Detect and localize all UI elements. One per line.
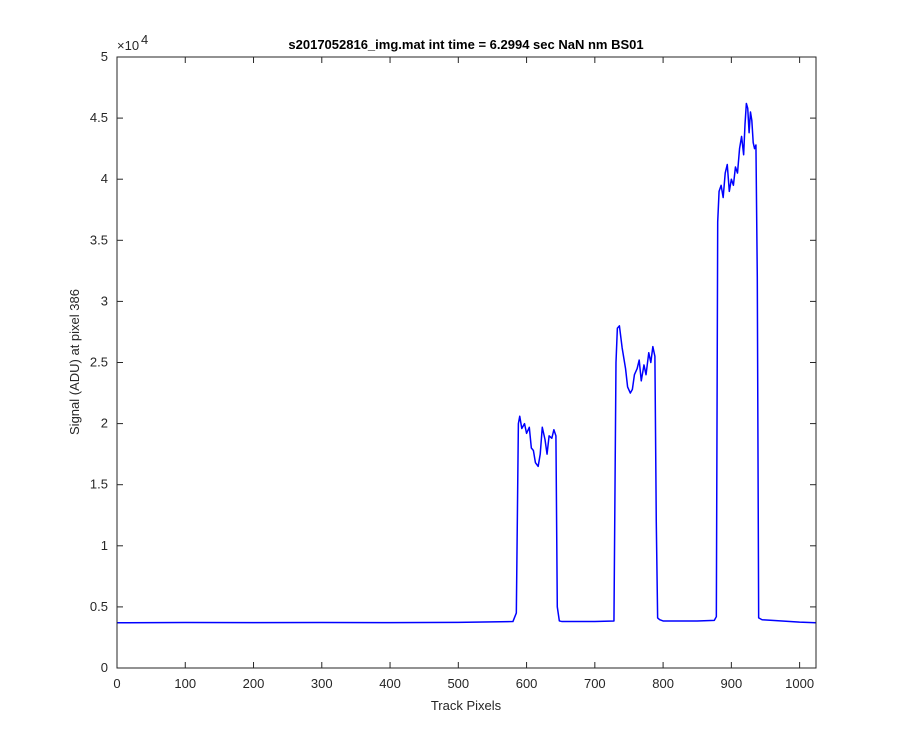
y-tick-label: 2.5 [90, 355, 108, 370]
series-line [116, 102, 817, 624]
y-tick-label: 3 [101, 293, 108, 308]
y-tick-label: 2 [101, 416, 108, 431]
chart-title: s2017052816_img.mat int time = 6.2994 se… [288, 37, 643, 52]
x-tick-label: 500 [447, 676, 469, 691]
y-tick-label: 5 [101, 49, 108, 64]
x-axis-label: Track Pixels [431, 698, 502, 713]
x-tick-label: 700 [584, 676, 606, 691]
y-exponent-base: ×10 [117, 38, 139, 53]
y-axis-label: Signal (ADU) at pixel 386 [67, 289, 82, 435]
y-tick-label: 4.5 [90, 110, 108, 125]
x-tick-label: 0 [113, 676, 120, 691]
y-exponent-power: 4 [141, 32, 148, 47]
tick-layer: 0 100 200 300 400 500 600 700 800 900 1000 0 0.5 1 1.5… [90, 49, 816, 691]
series-layer [116, 102, 817, 624]
x-tick-label: 200 [243, 676, 265, 691]
x-tick-label: 800 [652, 676, 674, 691]
x-tick-label: 300 [311, 676, 333, 691]
x-tick-label: 900 [721, 676, 743, 691]
x-tick-label: 400 [379, 676, 401, 691]
y-tick-label: 0 [101, 660, 108, 675]
x-tick-label: 600 [516, 676, 538, 691]
axes-box [116, 56, 817, 669]
y-tick-label: 4 [101, 171, 108, 186]
plot-area [117, 57, 816, 668]
y-tick-label: 1.5 [90, 477, 108, 492]
y-tick-label: 0.5 [90, 599, 108, 614]
y-tick-label: 1 [101, 538, 108, 553]
x-tick-label: 100 [174, 676, 196, 691]
y-tick-label: 3.5 [90, 232, 108, 247]
x-tick-label: 1000 [785, 676, 814, 691]
